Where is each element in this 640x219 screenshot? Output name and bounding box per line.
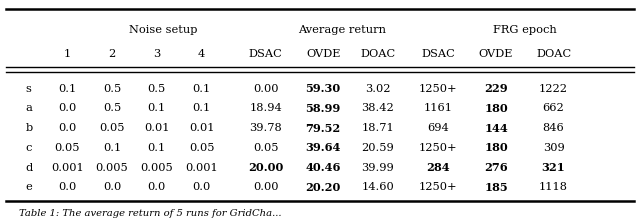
Text: Average return: Average return bbox=[298, 25, 387, 35]
Text: FRG epoch: FRG epoch bbox=[493, 25, 557, 35]
Text: 846: 846 bbox=[543, 123, 564, 133]
Text: 14.60: 14.60 bbox=[361, 182, 394, 192]
Text: 3: 3 bbox=[153, 49, 161, 59]
Text: 0.5: 0.5 bbox=[148, 84, 166, 94]
Text: 0.00: 0.00 bbox=[253, 182, 278, 192]
Text: 0.0: 0.0 bbox=[148, 182, 166, 192]
Text: 180: 180 bbox=[484, 103, 508, 114]
Text: d: d bbox=[26, 162, 33, 173]
Text: 39.78: 39.78 bbox=[249, 123, 282, 133]
Text: 321: 321 bbox=[541, 162, 566, 173]
Text: 18.71: 18.71 bbox=[361, 123, 394, 133]
Text: 0.05: 0.05 bbox=[253, 143, 278, 153]
Text: DSAC: DSAC bbox=[422, 49, 455, 59]
Text: 0.1: 0.1 bbox=[148, 103, 166, 113]
Text: 0.5: 0.5 bbox=[103, 84, 121, 94]
Text: 0.1: 0.1 bbox=[103, 143, 121, 153]
Text: 0.005: 0.005 bbox=[95, 162, 129, 173]
Text: Noise setup: Noise setup bbox=[129, 25, 198, 35]
Text: 694: 694 bbox=[428, 123, 449, 133]
Text: 284: 284 bbox=[427, 162, 450, 173]
Text: 18.94: 18.94 bbox=[249, 103, 282, 113]
Text: 180: 180 bbox=[484, 142, 508, 153]
Text: 0.05: 0.05 bbox=[54, 143, 80, 153]
Text: DOAC: DOAC bbox=[360, 49, 395, 59]
Text: 20.59: 20.59 bbox=[361, 143, 394, 153]
Text: 309: 309 bbox=[543, 143, 564, 153]
Text: 58.99: 58.99 bbox=[305, 103, 341, 114]
Text: 0.001: 0.001 bbox=[185, 162, 218, 173]
Text: 0.1: 0.1 bbox=[193, 84, 211, 94]
Text: 4: 4 bbox=[198, 49, 205, 59]
Text: 20.20: 20.20 bbox=[305, 182, 341, 193]
Text: 1250+: 1250+ bbox=[419, 84, 458, 94]
Text: 0.0: 0.0 bbox=[58, 123, 76, 133]
Text: 1118: 1118 bbox=[539, 182, 568, 192]
Text: e: e bbox=[26, 182, 33, 192]
Text: 1250+: 1250+ bbox=[419, 182, 458, 192]
Text: 39.64: 39.64 bbox=[305, 142, 341, 153]
Text: 0.01: 0.01 bbox=[189, 123, 214, 133]
Text: 229: 229 bbox=[484, 83, 508, 94]
Text: 1: 1 bbox=[63, 49, 71, 59]
Text: 144: 144 bbox=[484, 123, 508, 134]
Text: 20.00: 20.00 bbox=[248, 162, 284, 173]
Text: 0.001: 0.001 bbox=[51, 162, 84, 173]
Text: 276: 276 bbox=[484, 162, 508, 173]
Text: 0.00: 0.00 bbox=[253, 84, 278, 94]
Text: s: s bbox=[26, 84, 31, 94]
Text: 1250+: 1250+ bbox=[419, 143, 458, 153]
Text: 40.46: 40.46 bbox=[305, 162, 341, 173]
Text: 79.52: 79.52 bbox=[305, 123, 341, 134]
Text: 0.1: 0.1 bbox=[148, 143, 166, 153]
Text: 0.005: 0.005 bbox=[140, 162, 173, 173]
Text: b: b bbox=[26, 123, 33, 133]
Text: 0.1: 0.1 bbox=[193, 103, 211, 113]
Text: 0.05: 0.05 bbox=[189, 143, 214, 153]
Text: 0.0: 0.0 bbox=[58, 103, 76, 113]
Text: 3.02: 3.02 bbox=[365, 84, 390, 94]
Text: OVDE: OVDE bbox=[479, 49, 513, 59]
Text: 0.05: 0.05 bbox=[99, 123, 125, 133]
Text: 662: 662 bbox=[543, 103, 564, 113]
Text: 0.1: 0.1 bbox=[58, 84, 76, 94]
Text: 0.01: 0.01 bbox=[144, 123, 170, 133]
Text: 38.42: 38.42 bbox=[361, 103, 394, 113]
Text: DOAC: DOAC bbox=[536, 49, 571, 59]
Text: a: a bbox=[26, 103, 33, 113]
Text: 185: 185 bbox=[484, 182, 508, 193]
Text: 1161: 1161 bbox=[424, 103, 453, 113]
Text: 0.0: 0.0 bbox=[193, 182, 211, 192]
Text: 2: 2 bbox=[108, 49, 116, 59]
Text: 0.0: 0.0 bbox=[103, 182, 121, 192]
Text: 0.0: 0.0 bbox=[58, 182, 76, 192]
Text: 1222: 1222 bbox=[539, 84, 568, 94]
Text: OVDE: OVDE bbox=[306, 49, 340, 59]
Text: Table 1: The average return of 5 runs for GridCha...: Table 1: The average return of 5 runs fo… bbox=[19, 209, 282, 218]
Text: 39.99: 39.99 bbox=[361, 162, 394, 173]
Text: DSAC: DSAC bbox=[249, 49, 282, 59]
Text: 0.5: 0.5 bbox=[103, 103, 121, 113]
Text: c: c bbox=[26, 143, 32, 153]
Text: 59.30: 59.30 bbox=[305, 83, 341, 94]
